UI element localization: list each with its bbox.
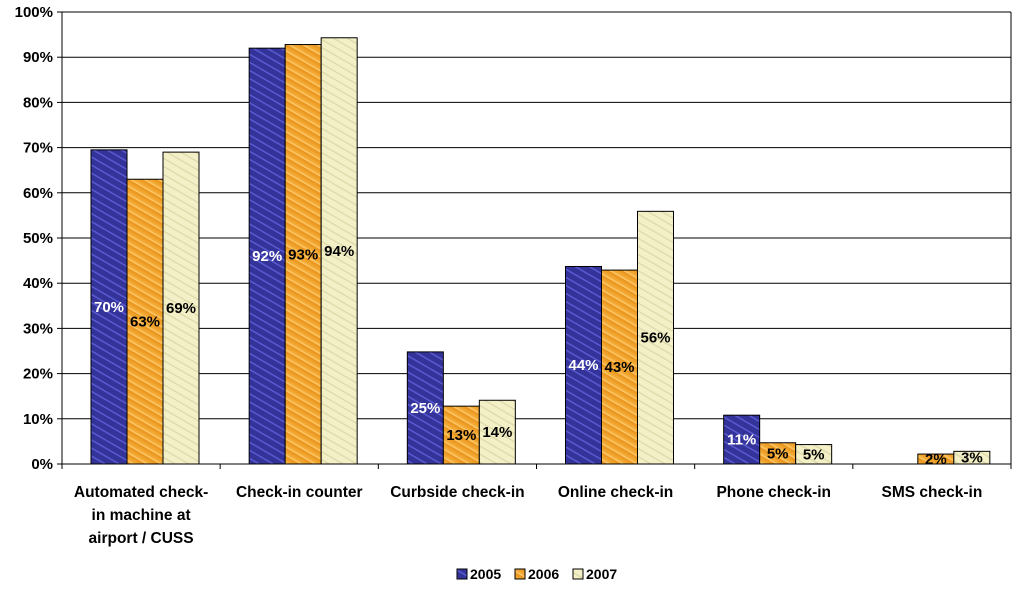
bar-2006-0: [126, 178, 164, 465]
data-label-2007-4: 5%: [803, 446, 825, 463]
x-category-label: SMS check-in: [882, 484, 983, 501]
x-category-label: Phone check-in: [716, 484, 831, 501]
bar-2006-2: [442, 405, 480, 465]
bar-2005-1: [248, 47, 286, 465]
y-tick-label: 60%: [23, 185, 53, 202]
y-axis: 0% 10% 20% 30% 40% 50% 60% 70% 80% 90% 100%: [15, 4, 63, 473]
legend-swatch-2005: [456, 568, 468, 580]
gridlines: [62, 11, 1012, 465]
legend-label-2005: 2005: [470, 566, 501, 582]
y-tick-label: 0%: [31, 456, 53, 473]
data-label-2007-1: 94%: [324, 243, 354, 260]
x-category-label: airport / CUSS: [89, 530, 194, 547]
x-category-label: Online check-in: [558, 484, 673, 501]
y-tick-label: 100%: [15, 4, 53, 21]
y-tick-label: 10%: [23, 411, 53, 428]
data-label-2006-4: 5%: [767, 445, 789, 462]
bar-2007-0: [162, 151, 200, 465]
y-tick-label: 80%: [23, 94, 53, 111]
bar-2006-1: [284, 44, 322, 465]
y-tick-label: 30%: [23, 320, 53, 337]
y-tick-label: 50%: [23, 230, 53, 247]
bars: [90, 37, 991, 465]
data-label-2007-0: 69%: [166, 300, 196, 317]
x-category-label: in machine at: [92, 507, 191, 524]
legend-label-2007: 2007: [586, 566, 617, 582]
bar-2006-3: [601, 269, 638, 465]
bar-2005-2: [406, 351, 444, 465]
x-category-label: Automated check-: [74, 484, 208, 501]
legend-label-2006: 2006: [528, 566, 559, 582]
data-label-2006-0: 63%: [130, 314, 160, 331]
y-tick-label: 70%: [23, 140, 53, 157]
data-label-2005-4: 11%: [727, 432, 756, 449]
bar-2005-0: [90, 149, 128, 465]
data-label-2006-3: 43%: [604, 359, 634, 376]
y-tick-label: 90%: [23, 49, 53, 66]
y-tick-label: 40%: [23, 275, 53, 292]
bar-2007-2: [478, 399, 516, 465]
data-label-2005-1: 92%: [252, 248, 282, 265]
data-label-2005-0: 70%: [94, 299, 124, 316]
legend-swatch-2007: [572, 568, 584, 580]
x-category-label: Check-in counter: [236, 484, 363, 501]
data-label-2006-2: 13%: [446, 427, 476, 444]
legend: 2005 2006 2007: [456, 566, 617, 582]
bar-2007-1: [320, 37, 358, 465]
data-label-2005-2: 25%: [410, 400, 440, 417]
y-tick-label: 20%: [23, 366, 53, 383]
data-label-2006-1: 93%: [288, 246, 318, 263]
data-labels: 70% 92% 25% 44% 11% 63% 93% 13% 43% 5% 2% 69% 94% 14%…: [94, 243, 983, 468]
x-axis: Automated check-in machine at airport / C…: [61, 463, 1012, 547]
data-label-2007-2: 14%: [482, 424, 512, 441]
data-label-2007-5: 3%: [961, 450, 983, 467]
data-label-2005-3: 44%: [568, 357, 598, 374]
x-category-label: Curbside check-in: [390, 484, 524, 501]
bar-2005-4: [723, 414, 761, 465]
bar-2007-3: [637, 210, 674, 465]
bar-2005-3: [565, 265, 602, 465]
legend-swatch-2006: [514, 568, 526, 580]
data-label-2006-5: 2%: [925, 451, 947, 468]
data-label-2007-3: 56%: [640, 330, 670, 347]
